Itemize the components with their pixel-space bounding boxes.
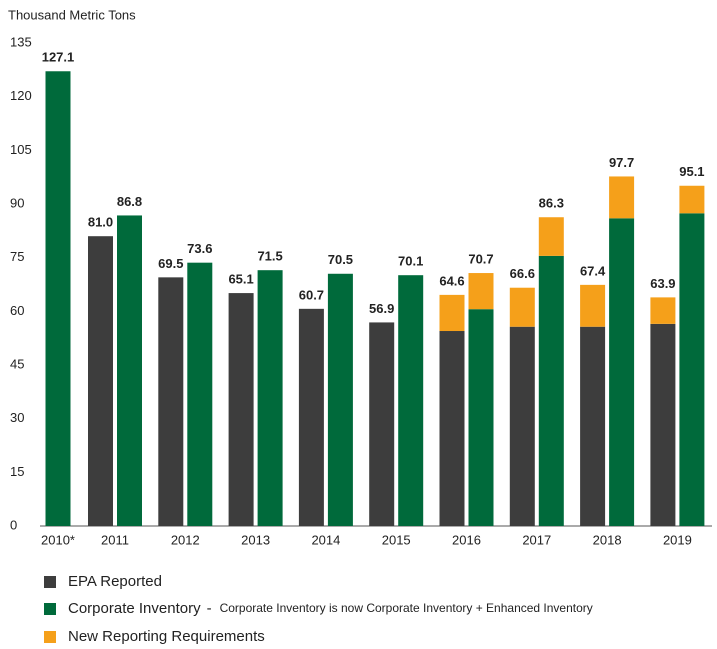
x-tick-label: 2016 <box>452 532 481 547</box>
total-label: 95.1 <box>679 164 704 179</box>
bar-segment <box>298 308 324 526</box>
total-label: 86.8 <box>117 194 142 209</box>
bar-segment <box>650 323 676 526</box>
y-tick-label: 120 <box>10 88 32 103</box>
y-tick-label: 45 <box>10 356 24 371</box>
y-tick-label: 15 <box>10 464 24 479</box>
y-axis-label: Thousand Metric Tons <box>8 7 136 22</box>
x-tick-label: 2014 <box>311 532 340 547</box>
legend-separator: - <box>207 600 212 617</box>
total-label: 67.4 <box>580 263 606 278</box>
x-tick-label: 2019 <box>663 532 692 547</box>
total-label: 71.5 <box>257 249 282 264</box>
bar-segment <box>609 218 635 527</box>
bar-segment <box>88 236 113 526</box>
y-tick-label: 60 <box>10 303 24 318</box>
total-label: 97.7 <box>609 155 634 170</box>
bar-segment <box>679 213 705 526</box>
bar-segment <box>509 287 535 327</box>
x-tick-label: 2017 <box>522 532 551 547</box>
bar-segment <box>439 294 465 332</box>
total-label: 69.5 <box>158 256 183 271</box>
x-tick-label: 2015 <box>382 532 411 547</box>
total-label: 70.5 <box>328 252 353 267</box>
legend-swatch <box>44 603 56 615</box>
y-tick-label: 0 <box>10 517 17 532</box>
x-tick-label: 2012 <box>171 532 200 547</box>
total-label: 70.7 <box>468 251 493 266</box>
total-label: 56.9 <box>369 301 394 316</box>
legend-label: New Reporting Requirements <box>68 628 265 645</box>
bar-segment <box>158 277 184 526</box>
total-label: 63.9 <box>650 276 675 291</box>
legend-swatch <box>44 576 56 588</box>
total-label: 73.6 <box>187 241 212 256</box>
legend-swatch <box>44 631 56 643</box>
bar-segment <box>580 284 606 327</box>
bar-segment <box>187 262 213 526</box>
legend-label: Corporate Inventory <box>68 600 201 617</box>
x-tick-label: 2018 <box>593 532 622 547</box>
bar-segment <box>468 309 494 526</box>
bar-segment <box>468 273 494 310</box>
legend-note: Corporate Inventory is now Corporate Inv… <box>220 601 593 615</box>
x-tick-label: 2013 <box>241 532 270 547</box>
y-tick-label: 75 <box>10 249 24 264</box>
bar-segment <box>439 331 465 526</box>
legend-label: EPA Reported <box>68 573 162 590</box>
total-label: 64.6 <box>439 273 464 288</box>
y-tick-label: 30 <box>10 410 24 425</box>
total-label: 66.6 <box>510 266 535 281</box>
x-tick-label: 2011 <box>101 532 129 547</box>
y-tick-label: 135 <box>10 34 32 49</box>
bar-segment <box>398 275 424 526</box>
total-label: 70.1 <box>398 254 423 269</box>
total-label: 81.0 <box>88 215 113 230</box>
x-tick-label: 2010* <box>41 532 75 547</box>
total-label: 65.1 <box>228 272 253 287</box>
bar-segment <box>45 71 71 527</box>
bar-segment <box>228 293 254 526</box>
bar-segment <box>369 322 395 526</box>
bar-segment <box>327 273 353 526</box>
bar-segment <box>538 255 564 526</box>
bar-segment <box>538 217 564 256</box>
bar-segment <box>257 270 283 526</box>
total-label: 60.7 <box>299 287 324 302</box>
bar-segment <box>580 326 606 526</box>
bar-segment <box>650 297 676 324</box>
bar-segment <box>117 215 142 526</box>
total-label: 86.3 <box>539 196 564 211</box>
bar-segment <box>679 185 705 214</box>
bar-segment <box>609 176 635 219</box>
bar-segment <box>509 326 535 526</box>
y-tick-label: 105 <box>10 142 32 157</box>
y-tick-label: 90 <box>10 195 24 210</box>
total-label: 127.1 <box>42 50 75 65</box>
